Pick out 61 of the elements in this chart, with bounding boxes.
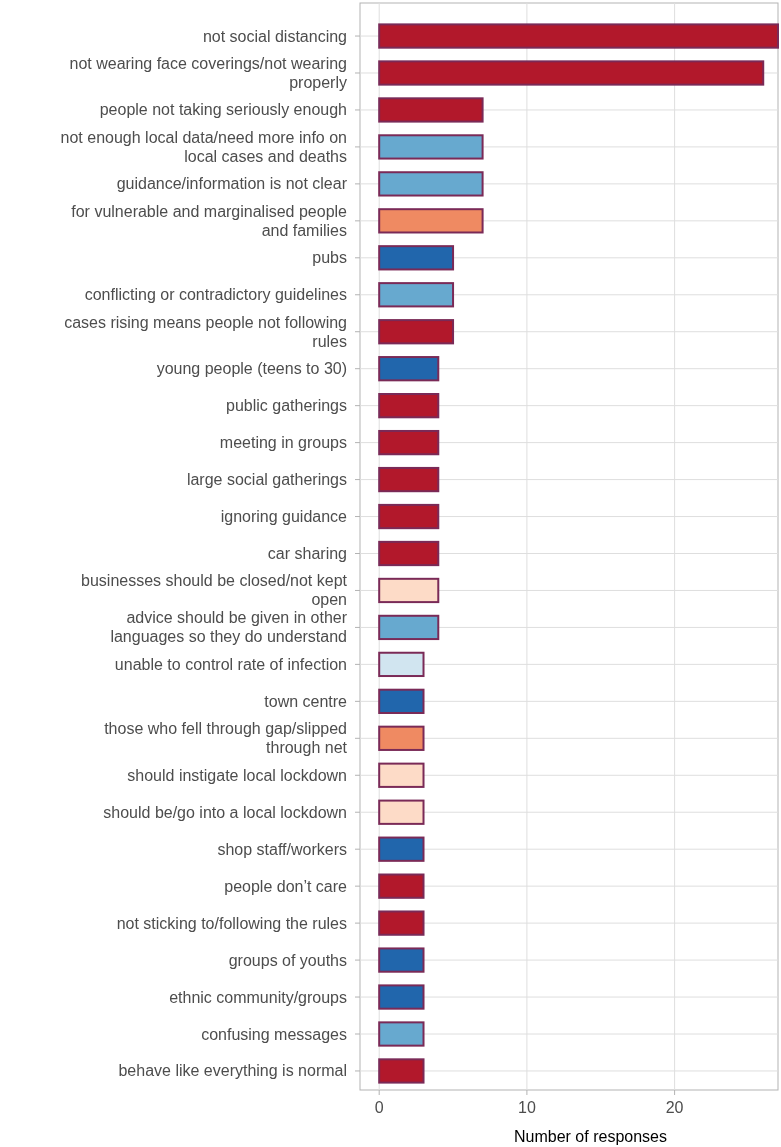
bar bbox=[378, 614, 440, 641]
bar bbox=[378, 947, 425, 973]
bar bbox=[378, 429, 440, 456]
x-tick-label: 10 bbox=[518, 1099, 536, 1116]
y-tick-label: ignoring guidance bbox=[220, 508, 348, 526]
bar bbox=[378, 540, 440, 567]
y-tick-label: advice should be given in other languages so they do understand bbox=[110, 609, 348, 646]
bar bbox=[378, 319, 455, 345]
y-tick-label: shop staff/workers bbox=[217, 840, 347, 858]
bar bbox=[378, 873, 425, 899]
y-tick-label: should be/go into a local lockdown bbox=[103, 803, 347, 821]
bar bbox=[378, 688, 425, 714]
y-tick-label: ethnic community/groups bbox=[169, 988, 347, 1006]
y-tick-label: pubs bbox=[312, 249, 347, 267]
bar bbox=[378, 725, 425, 751]
bar bbox=[378, 171, 484, 197]
y-tick-label: those who fell through gap/slipped through net bbox=[104, 720, 348, 757]
y-tick-label: town centre bbox=[264, 692, 348, 710]
y-tick-label: not sticking to/following the rules bbox=[116, 914, 347, 932]
y-tick-label: not social distancing bbox=[202, 27, 347, 45]
bar bbox=[378, 60, 765, 86]
bar bbox=[378, 466, 440, 493]
y-tick-label: should instigate local lockdown bbox=[127, 766, 347, 784]
y-tick-label: not wearing face coverings/not wearing properly bbox=[69, 55, 347, 91]
bar bbox=[378, 393, 440, 419]
y-tick-label: guidance/information is not clear bbox=[116, 175, 348, 193]
bar bbox=[378, 984, 425, 1010]
bar bbox=[378, 910, 425, 936]
bar bbox=[378, 1021, 425, 1047]
bar bbox=[378, 577, 440, 604]
y-tick-label: confusing messages bbox=[201, 1025, 347, 1043]
y-tick-label: behave like everything is normal bbox=[118, 1062, 347, 1080]
bar bbox=[378, 356, 440, 382]
x-axis-title: Number of responses bbox=[514, 1128, 667, 1145]
bar bbox=[378, 245, 455, 271]
y-tick-label: cases rising means people not following rules bbox=[64, 313, 347, 350]
y-tick-label: unable to control rate of infection bbox=[114, 655, 347, 673]
bar bbox=[378, 134, 484, 160]
x-tick-label: 20 bbox=[665, 1099, 684, 1116]
bar bbox=[378, 97, 484, 123]
y-tick-label: people don’t care bbox=[224, 877, 348, 895]
y-tick-label: young people (teens to 30) bbox=[156, 360, 347, 378]
bar bbox=[378, 23, 779, 49]
y-tick-label: not enough local data/need more info on local cases and deaths bbox=[60, 128, 347, 165]
y-tick-label: public gatherings bbox=[226, 397, 347, 415]
y-tick-label: conflicting or contradictory guidelines bbox=[84, 286, 347, 304]
bar bbox=[378, 799, 425, 825]
y-tick-label: groups of youths bbox=[228, 951, 347, 969]
bar bbox=[378, 503, 440, 530]
bar bbox=[378, 762, 425, 788]
y-tick-label: car sharing bbox=[267, 545, 347, 562]
y-tick-label: meeting in groups bbox=[219, 434, 347, 452]
bar bbox=[378, 208, 484, 234]
y-tick-label: large social gatherings bbox=[186, 471, 347, 489]
bar bbox=[378, 282, 455, 308]
bar bbox=[378, 836, 425, 862]
bar bbox=[378, 651, 425, 678]
bar bbox=[378, 1058, 425, 1084]
x-tick-label: 0 bbox=[374, 1099, 384, 1116]
y-tick-label: for vulnerable and marginalised people and families bbox=[71, 202, 348, 239]
y-tick-label: people not taking seriously enough bbox=[99, 101, 347, 119]
